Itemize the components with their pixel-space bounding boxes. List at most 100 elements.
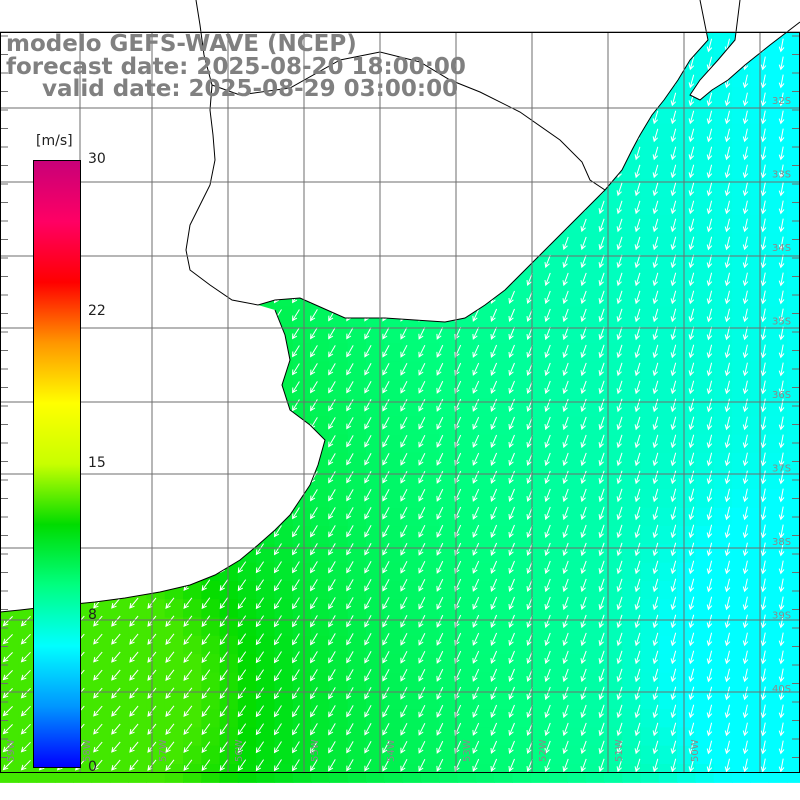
wind-arrow bbox=[580, 380, 587, 395]
wind-cell bbox=[475, 324, 495, 344]
wind-arrow bbox=[760, 668, 767, 683]
wind-arrow bbox=[580, 686, 587, 701]
wind-arrow bbox=[328, 759, 336, 772]
wind-arrow bbox=[634, 632, 641, 647]
wind-arrow bbox=[778, 164, 785, 179]
wind-arrow bbox=[670, 524, 677, 539]
wind-arrow bbox=[2, 688, 13, 699]
wind-arrow bbox=[382, 543, 390, 556]
wind-cell bbox=[768, 727, 788, 747]
wind-arrow bbox=[346, 417, 354, 430]
wind-arrow bbox=[778, 56, 785, 71]
wind-arrow bbox=[652, 272, 659, 287]
wind-cell bbox=[768, 452, 788, 472]
wind-arrow bbox=[328, 705, 336, 718]
wind-cell bbox=[732, 690, 751, 710]
wind-arrow bbox=[418, 398, 426, 412]
wind-arrow bbox=[201, 723, 211, 736]
wind-arrow bbox=[688, 182, 695, 197]
wind-cell bbox=[512, 434, 532, 454]
wind-cell bbox=[512, 416, 532, 436]
wind-arrow bbox=[382, 669, 390, 682]
wind-cell bbox=[695, 434, 715, 454]
wind-arrow bbox=[652, 686, 659, 701]
wind-arrow bbox=[652, 308, 659, 323]
wind-cell bbox=[420, 416, 440, 436]
wind-arrow bbox=[634, 254, 641, 269]
wind-arrow bbox=[328, 597, 336, 610]
wind-cell bbox=[494, 654, 513, 674]
wind-arrow bbox=[328, 651, 336, 664]
wind-arrow bbox=[472, 524, 480, 538]
wind-arrow bbox=[93, 759, 103, 771]
wind-cell bbox=[768, 526, 788, 545]
wind-arrow bbox=[508, 560, 515, 574]
wind-cell bbox=[457, 452, 477, 472]
wind-arrow bbox=[472, 704, 480, 718]
wind-arrow bbox=[760, 434, 767, 449]
wind-arrow bbox=[580, 218, 587, 233]
wind-arrow bbox=[508, 758, 515, 772]
wind-cell bbox=[457, 599, 477, 619]
wind-arrow bbox=[670, 488, 677, 503]
wind-cell bbox=[567, 581, 587, 600]
wind-cell bbox=[366, 654, 385, 674]
wind-cell bbox=[585, 398, 605, 417]
wind-cell bbox=[732, 709, 751, 728]
wind-cell bbox=[530, 379, 550, 399]
wind-arrow bbox=[670, 200, 677, 215]
wind-arrow bbox=[598, 362, 605, 377]
wind-arrow bbox=[670, 326, 677, 341]
wind-arrow bbox=[508, 740, 515, 754]
wind-arrow bbox=[328, 687, 336, 700]
wind-cell bbox=[347, 471, 367, 491]
wind-arrow bbox=[436, 632, 444, 646]
wind-arrow bbox=[688, 56, 695, 71]
wind-cell bbox=[256, 690, 276, 710]
wind-cell bbox=[786, 379, 800, 399]
wind-cell bbox=[201, 599, 221, 619]
wind-arrow bbox=[724, 434, 731, 449]
wind-arrow bbox=[616, 398, 623, 413]
wind-cell bbox=[603, 398, 623, 417]
wind-arrow bbox=[652, 128, 659, 143]
wind-arrow bbox=[598, 722, 605, 737]
wind-cell bbox=[164, 690, 184, 710]
wind-arrow bbox=[724, 416, 731, 431]
wind-arrow bbox=[652, 488, 659, 503]
wind-cell bbox=[292, 635, 312, 655]
wind-arrow bbox=[742, 74, 749, 89]
wind-cell bbox=[549, 507, 568, 527]
wind-arrow bbox=[580, 290, 587, 305]
wind-arrow bbox=[400, 344, 408, 358]
wind-cell bbox=[640, 599, 660, 619]
wind-cell bbox=[402, 672, 422, 692]
wind-arrow bbox=[472, 686, 480, 700]
wind-arrow bbox=[724, 668, 731, 683]
wind-arrow bbox=[472, 740, 480, 754]
wind-cell bbox=[475, 306, 495, 326]
wind-arrow bbox=[346, 615, 354, 628]
wind-arrow bbox=[418, 434, 426, 448]
wind-cell bbox=[732, 178, 751, 198]
wind-cell bbox=[366, 745, 385, 765]
wind-cell bbox=[347, 599, 367, 619]
wind-arrow bbox=[580, 704, 587, 719]
wind-arrow bbox=[237, 669, 247, 682]
wind-cell bbox=[347, 452, 367, 472]
wind-arrow bbox=[310, 363, 318, 376]
wind-arrow bbox=[616, 560, 623, 575]
wind-cell bbox=[494, 727, 513, 747]
wind-cell bbox=[274, 672, 294, 692]
wind-cell bbox=[530, 635, 550, 655]
wind-cell bbox=[256, 617, 276, 637]
wind-arrow bbox=[364, 741, 372, 754]
wind-cell bbox=[732, 343, 751, 362]
wind-arrow bbox=[616, 614, 623, 629]
wind-cell bbox=[530, 581, 550, 600]
wind-arrow bbox=[742, 344, 749, 359]
wind-cell bbox=[457, 544, 477, 564]
wind-arrow bbox=[688, 290, 695, 305]
wind-arrow bbox=[760, 452, 767, 467]
wind-arrow bbox=[292, 381, 300, 394]
